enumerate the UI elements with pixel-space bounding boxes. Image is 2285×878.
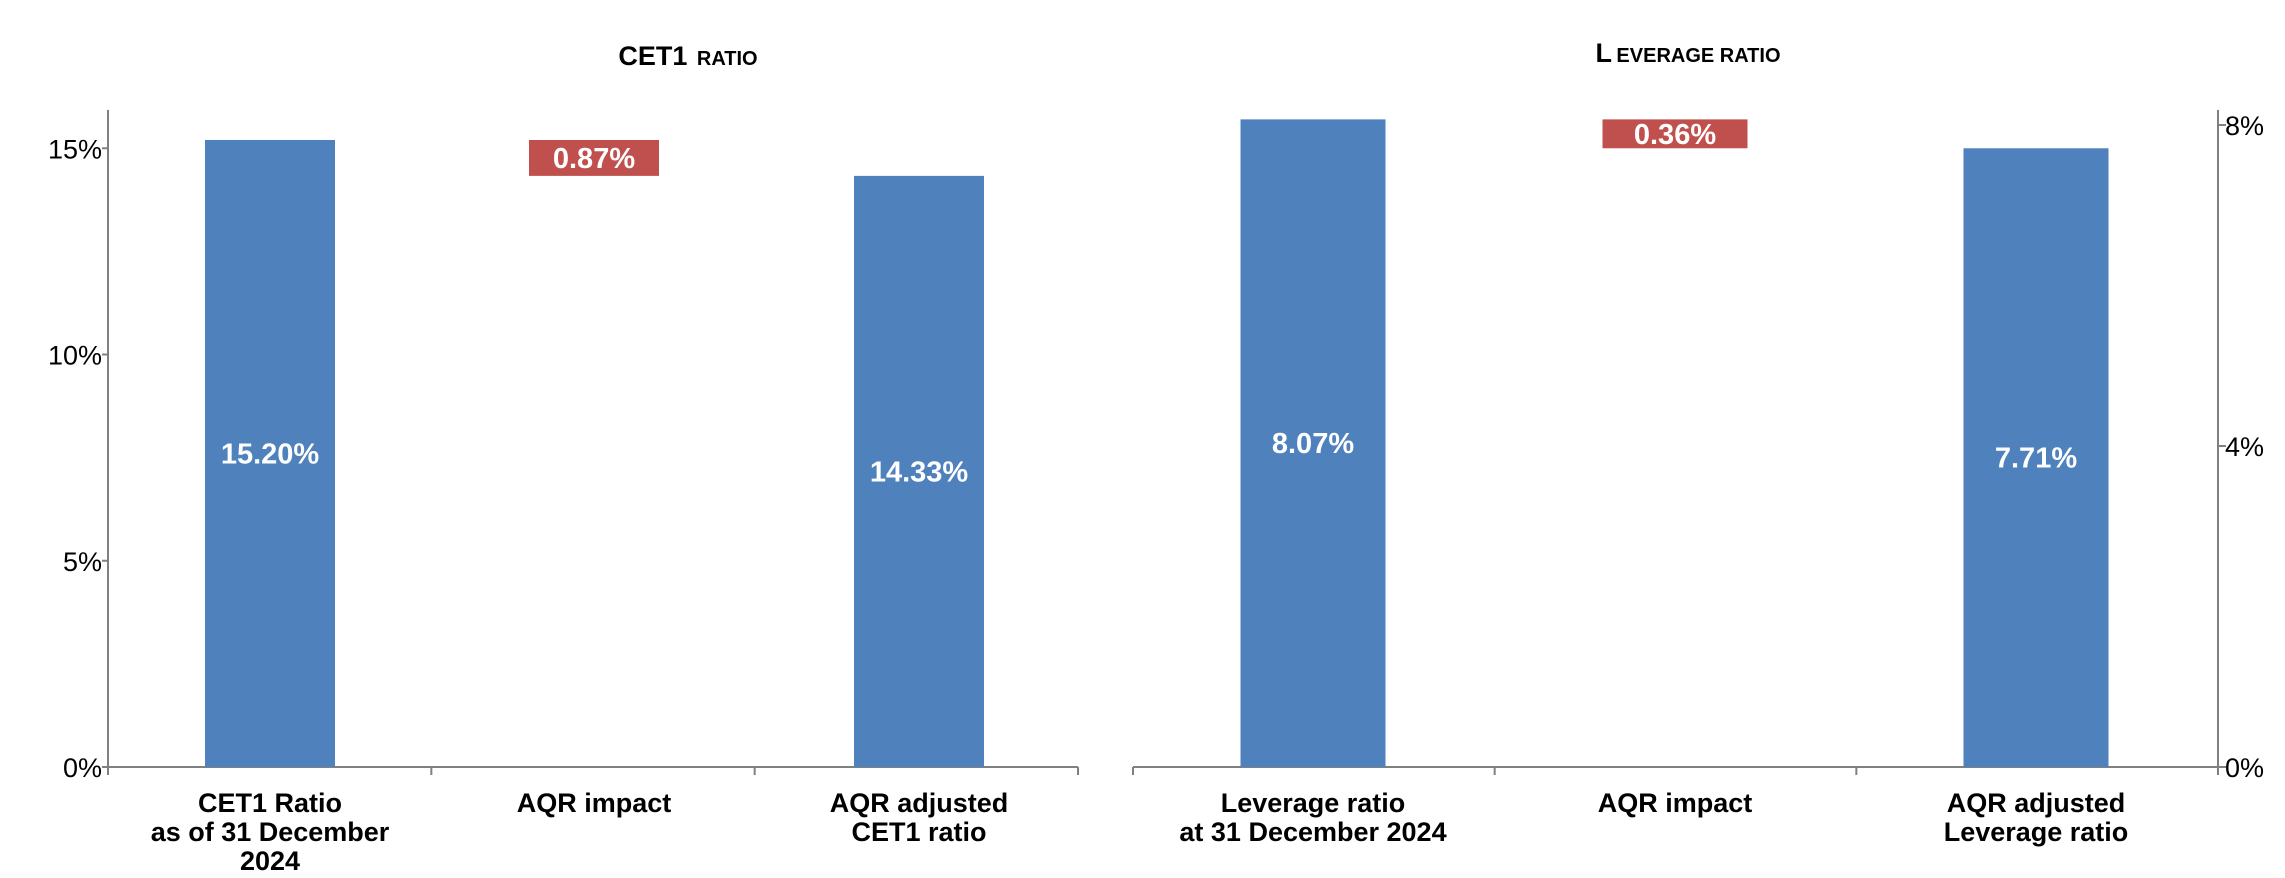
category-label-line: AQR impact <box>1598 788 1753 818</box>
y-tick-label: 15% <box>48 134 102 164</box>
leverage-ratio-chart: L EVERAGE RATIO 0% 4% 8% 8.07% 0.36% 7.71% Lev… <box>1132 38 2264 847</box>
data-label: 7.71% <box>1995 443 2077 475</box>
category-label-line: AQR adjusted <box>830 788 1009 818</box>
category-label-line: Leverage ratio <box>1944 817 2129 847</box>
y-tick-label: 0% <box>63 753 102 783</box>
total-bar <box>1240 119 1386 767</box>
category-label-line: 2024 <box>240 846 300 876</box>
total-bar <box>1963 148 2109 767</box>
category-label-line: CET1 Ratio <box>198 788 342 818</box>
category-label: AQR adjusted CET1 ratio <box>830 788 1009 847</box>
y-tick-label: 8% <box>2225 111 2264 141</box>
y-tick-label: 5% <box>63 547 102 577</box>
category-label: CET1 Ratio as of 31 December 2024 <box>151 788 390 876</box>
title-caps: CET1 <box>618 41 687 71</box>
plot-area: 0% 5% 10% 15% 15.20% 0.87% 14.33% CET1 Ratio as … <box>48 110 1079 876</box>
title-caps: L <box>1595 38 1612 68</box>
category-label: Leverage ratio at 31 December 2024 <box>1179 788 1446 847</box>
category-label-line: at 31 December 2024 <box>1179 817 1446 847</box>
data-label: 14.33% <box>870 456 969 488</box>
data-label: 0.87% <box>553 143 635 175</box>
category-label-line: CET1 ratio <box>851 817 986 847</box>
chart-title: CET1 RATIO <box>618 41 757 71</box>
data-label: 8.07% <box>1272 428 1354 460</box>
title-rest: EVERAGE RATIO <box>1616 45 1780 67</box>
plot-area: 0%4%8%8.07%0.36%7.71%Leverage ratio at 31… <box>1132 110 2264 847</box>
category-label: AQR impact <box>517 788 672 818</box>
category-label-line: AQR impact <box>517 788 672 818</box>
data-label: 15.20% <box>221 439 320 471</box>
decrease-bar <box>1602 119 1748 149</box>
title-rest: RATIO <box>697 48 758 70</box>
total-bar <box>205 140 335 767</box>
category-label: AQR adjusted Leverage ratio <box>1944 788 2129 847</box>
total-bar <box>854 175 984 767</box>
category-label: AQR impact <box>1598 788 1753 818</box>
y-tick-label: 10% <box>48 341 102 371</box>
decrease-bar <box>529 140 659 176</box>
data-label: 0.36% <box>1634 119 1716 151</box>
y-tick-label: 0% <box>2225 753 2264 783</box>
cet1-ratio-chart: CET1 RATIO 0% 5% 10% 15% 15.20% 0.87% 14.33% CE… <box>48 41 1079 876</box>
category-label-line: as of 31 December <box>151 817 390 847</box>
chart-title: L EVERAGE RATIO <box>1595 38 1780 68</box>
category-label-line: Leverage ratio <box>1221 788 1406 818</box>
y-tick-label: 4% <box>2225 432 2264 462</box>
category-label-line: AQR adjusted <box>1947 788 2126 818</box>
